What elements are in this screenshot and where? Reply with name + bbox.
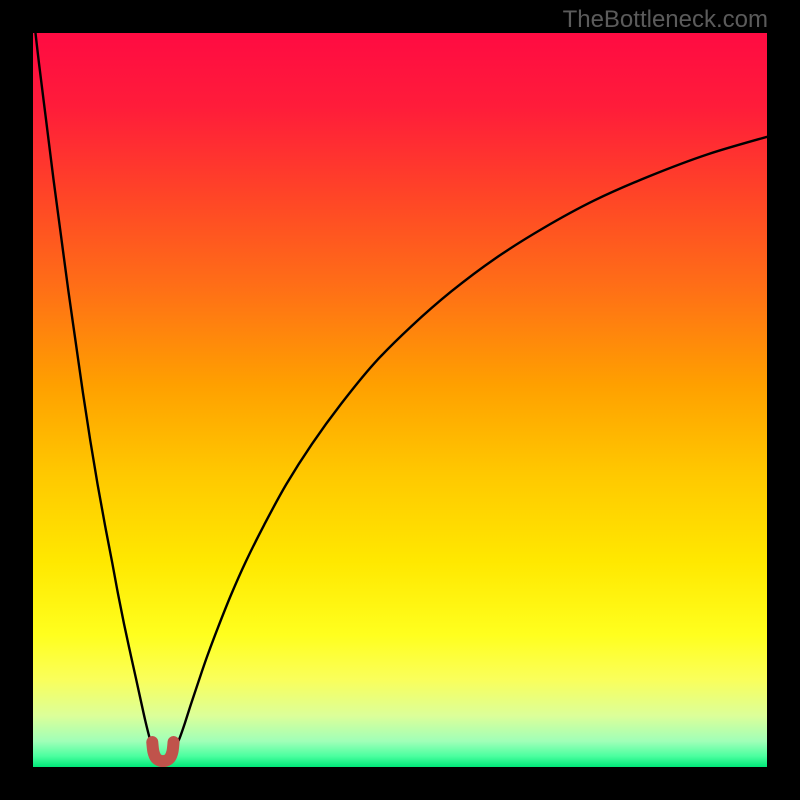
gradient-background <box>33 33 767 767</box>
bottleneck-curve-chart <box>33 33 767 767</box>
plot-area <box>33 33 767 767</box>
watermark-text: TheBottleneck.com <box>563 6 768 34</box>
chart-root: TheBottleneck.com <box>0 0 800 800</box>
